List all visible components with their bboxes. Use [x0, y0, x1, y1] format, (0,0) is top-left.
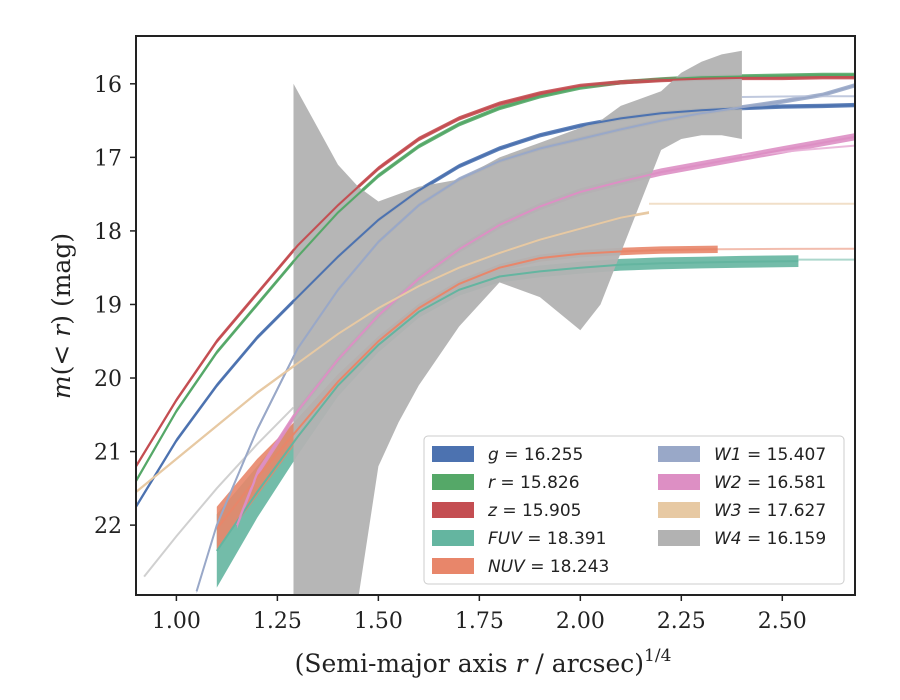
- legend-label-z: z = 15.905: [487, 501, 581, 521]
- x-axis-ticks: 1.00 1.25 1.50 1.75 2.00 2.25 2.50: [152, 595, 807, 634]
- y-tick-label: 20: [94, 367, 122, 392]
- legend-label-w4: W4 = 16.159: [714, 529, 826, 549]
- y-tick-label: 22: [94, 514, 122, 539]
- x-axis-label: (Semi-major axis r / arcsec)1/4: [295, 646, 672, 678]
- line-w1: [195, 84, 855, 592]
- legend-label-w3: W3 = 17.627: [714, 501, 826, 521]
- x-tick-label: 1.75: [455, 609, 504, 634]
- legend-swatch-w4: [658, 530, 700, 546]
- line-w2: [236, 135, 855, 526]
- y-axis-ticks: 16 17 18 19 20 21 22: [94, 73, 136, 539]
- y-axis-label: m(< r) (mag): [47, 233, 76, 399]
- y-tick-label: 18: [94, 220, 122, 245]
- legend-label-nuv: NUV = 18.243: [488, 557, 609, 577]
- legend-box: [423, 435, 845, 585]
- y-tick-label: 21: [94, 441, 122, 466]
- legend-label-w1: W1 = 15.407: [714, 445, 826, 465]
- series-lines: [136, 74, 855, 592]
- line-r: [136, 74, 855, 482]
- legend-label-g: g = 16.255: [488, 445, 583, 465]
- x-tick-label: 2.00: [556, 609, 605, 634]
- x-tick-label: 1.00: [152, 609, 201, 634]
- x-tick-label: 1.25: [253, 609, 302, 634]
- legend-swatch-w1: [658, 446, 700, 462]
- line-w3: [136, 211, 650, 493]
- legend-swatch-g: [432, 446, 474, 462]
- x-tick-label: 2.50: [758, 609, 807, 634]
- legend-swatch-r: [432, 474, 474, 490]
- legend-swatch-fuv: [432, 530, 474, 546]
- legend-swatch-nuv: [432, 558, 474, 574]
- extrapolation-nuv: [717, 247, 855, 251]
- line-z: [136, 76, 855, 467]
- legend-label-r: r = 15.826: [488, 473, 580, 493]
- legend-label-fuv: FUV = 18.391: [488, 529, 606, 549]
- extrapolation-w1: [741, 95, 855, 98]
- line-nuv: [216, 248, 718, 530]
- legend-swatch-w3: [658, 502, 700, 518]
- extrapolation-w4: [143, 406, 295, 578]
- band-w4: [293, 50, 742, 595]
- y-tick-label: 19: [94, 293, 122, 318]
- line-fuv: [215, 260, 799, 552]
- legend-swatch-w2: [658, 474, 700, 490]
- x-tick-label: 1.50: [354, 609, 403, 634]
- plot-frame: [135, 35, 856, 596]
- legend: g = 16.255 r = 15.826 z = 15.905 FUV = 18.3…: [423, 435, 845, 585]
- legend-label-w2: W2 = 16.581: [714, 473, 826, 493]
- legend-swatch-z: [432, 502, 474, 518]
- x-tick-label: 2.25: [657, 609, 706, 634]
- y-tick-label: 17: [94, 146, 122, 171]
- y-tick-label: 16: [94, 73, 122, 98]
